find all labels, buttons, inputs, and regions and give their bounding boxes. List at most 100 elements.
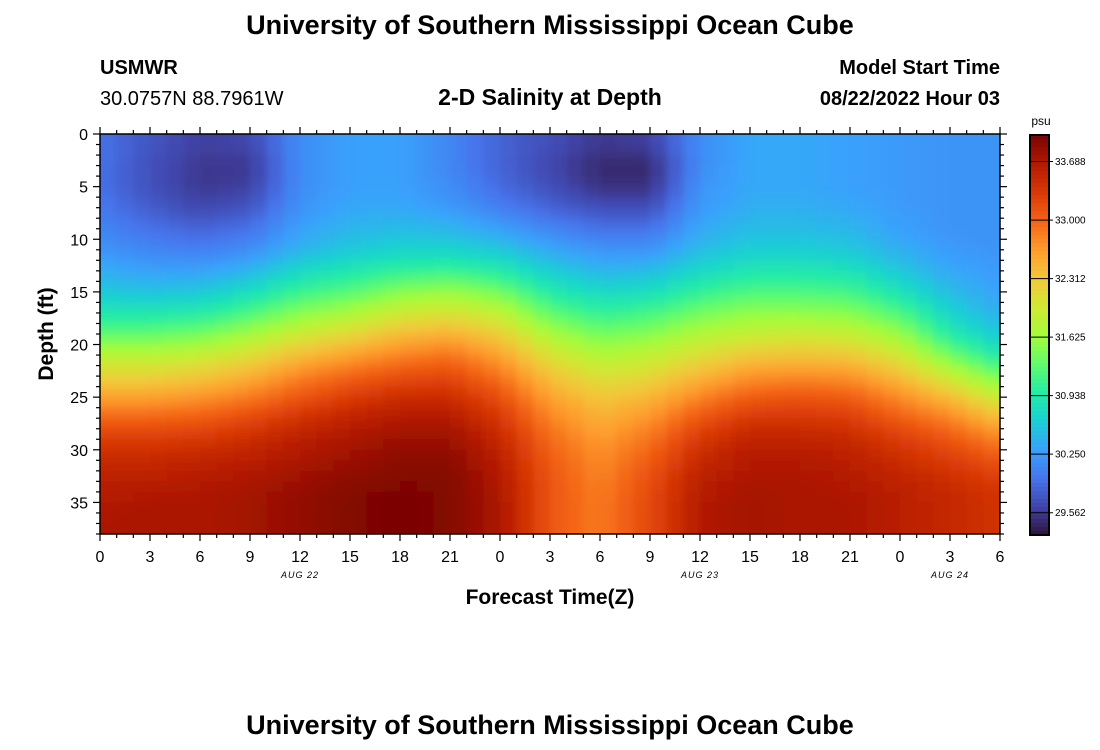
heatmap-cell [600, 207, 618, 219]
heatmap-cell [533, 239, 551, 251]
heatmap-cell [750, 407, 768, 419]
heatmap-cell [266, 239, 284, 251]
heatmap-cell [300, 344, 318, 356]
heatmap-cell [366, 197, 384, 209]
y-tick-label: 20 [70, 338, 88, 355]
heatmap-cell [583, 439, 601, 451]
colorbar-segment [1030, 515, 1049, 520]
heatmap-cell [866, 260, 884, 272]
heatmap-cell [666, 144, 684, 156]
heatmap-cell [600, 365, 618, 377]
heatmap-cell [750, 218, 768, 230]
heatmap-cell [550, 502, 568, 514]
heatmap-cell [1000, 334, 1017, 345]
heatmap-cell [483, 239, 501, 251]
heatmap-cell [900, 344, 918, 356]
heatmap-cell [566, 523, 584, 534]
heatmap-cell [550, 165, 568, 177]
heatmap-cell [516, 218, 534, 230]
heatmap-cell [250, 323, 268, 335]
heatmap-cell [833, 344, 851, 356]
heatmap-cell [516, 186, 534, 198]
heatmap-cell [883, 270, 901, 282]
heatmap-cell [266, 512, 284, 525]
heatmap-cell [400, 239, 418, 251]
heatmap-cell [766, 260, 784, 272]
heatmap-cell [866, 386, 884, 398]
heatmap-cell [766, 428, 784, 440]
heatmap-cell [683, 281, 701, 293]
heatmap-cell [816, 144, 834, 156]
heatmap-cell [783, 460, 801, 472]
heatmap-cell [200, 355, 218, 367]
heatmap-cell [733, 134, 751, 146]
heatmap-cell [250, 239, 268, 251]
heatmap-cell [866, 228, 884, 240]
heatmap-cell [383, 186, 401, 198]
heatmap-cell [616, 523, 634, 534]
heatmap-cell [766, 386, 784, 398]
heatmap-cell [883, 334, 901, 346]
colorbar-segment [1030, 215, 1049, 220]
heatmap-cell [533, 534, 550, 545]
heatmap-cell [183, 260, 201, 272]
heatmap-cell [500, 186, 518, 198]
colorbar-segment [1030, 223, 1049, 228]
heatmap-cell [800, 176, 818, 188]
heatmap-cell [633, 228, 651, 240]
colorbar-segment [1030, 263, 1049, 268]
heatmap-cell [383, 344, 401, 356]
heatmap-cell [866, 523, 884, 534]
heatmap-cell [650, 512, 668, 525]
heatmap-cell [416, 491, 434, 504]
heatmap-cell [550, 323, 568, 335]
heatmap-cell [250, 134, 268, 135]
heatmap-cell [316, 449, 334, 461]
heatmap-cell [783, 260, 801, 272]
heatmap-cell [283, 334, 301, 346]
heatmap-cell [900, 186, 918, 198]
heatmap-cell [516, 323, 534, 335]
heatmap-cell [433, 407, 451, 419]
heatmap-cell [550, 334, 568, 346]
heatmap-cell [583, 428, 601, 440]
heatmap-cell [683, 491, 701, 504]
heatmap-cell [916, 249, 934, 261]
heatmap-cell [316, 365, 334, 377]
heatmap-cell [450, 460, 468, 472]
heatmap-cell [500, 481, 518, 493]
heatmap-cell [500, 386, 518, 398]
heatmap-cell [516, 281, 534, 293]
heatmap-cell [783, 302, 801, 314]
heatmap-cell [233, 365, 251, 377]
heatmap-cell [300, 291, 318, 304]
heatmap-cell [583, 365, 601, 377]
heatmap-cell [366, 491, 384, 504]
heatmap-cell [300, 176, 318, 188]
heatmap-cell [100, 355, 118, 367]
heatmap-cell [900, 281, 918, 293]
heatmap-cell [550, 134, 568, 135]
heatmap-cell [216, 428, 234, 440]
heatmap-cell [800, 418, 818, 430]
colorbar-segment [1030, 299, 1049, 304]
heatmap-cell [983, 302, 1000, 314]
heatmap-cell [350, 449, 368, 461]
heatmap-cell [366, 249, 384, 261]
page-title: University of Southern Mississippi Ocean… [246, 10, 854, 40]
heatmap-cell [783, 397, 801, 409]
heatmap-cell [250, 534, 267, 545]
heatmap-cell [916, 134, 934, 146]
heatmap-cell [916, 176, 934, 188]
heatmap-cell [933, 407, 951, 419]
heatmap-cell [100, 134, 118, 135]
heatmap-cell [933, 365, 951, 377]
heatmap-cell [350, 334, 368, 346]
colorbar-segment [1030, 423, 1049, 428]
heatmap-cell [816, 312, 834, 325]
heatmap-cell [516, 502, 534, 514]
heatmap-cell [700, 407, 718, 419]
colorbar-segment [1030, 407, 1049, 412]
heatmap-cell [750, 512, 768, 525]
heatmap-cell [83, 534, 100, 545]
